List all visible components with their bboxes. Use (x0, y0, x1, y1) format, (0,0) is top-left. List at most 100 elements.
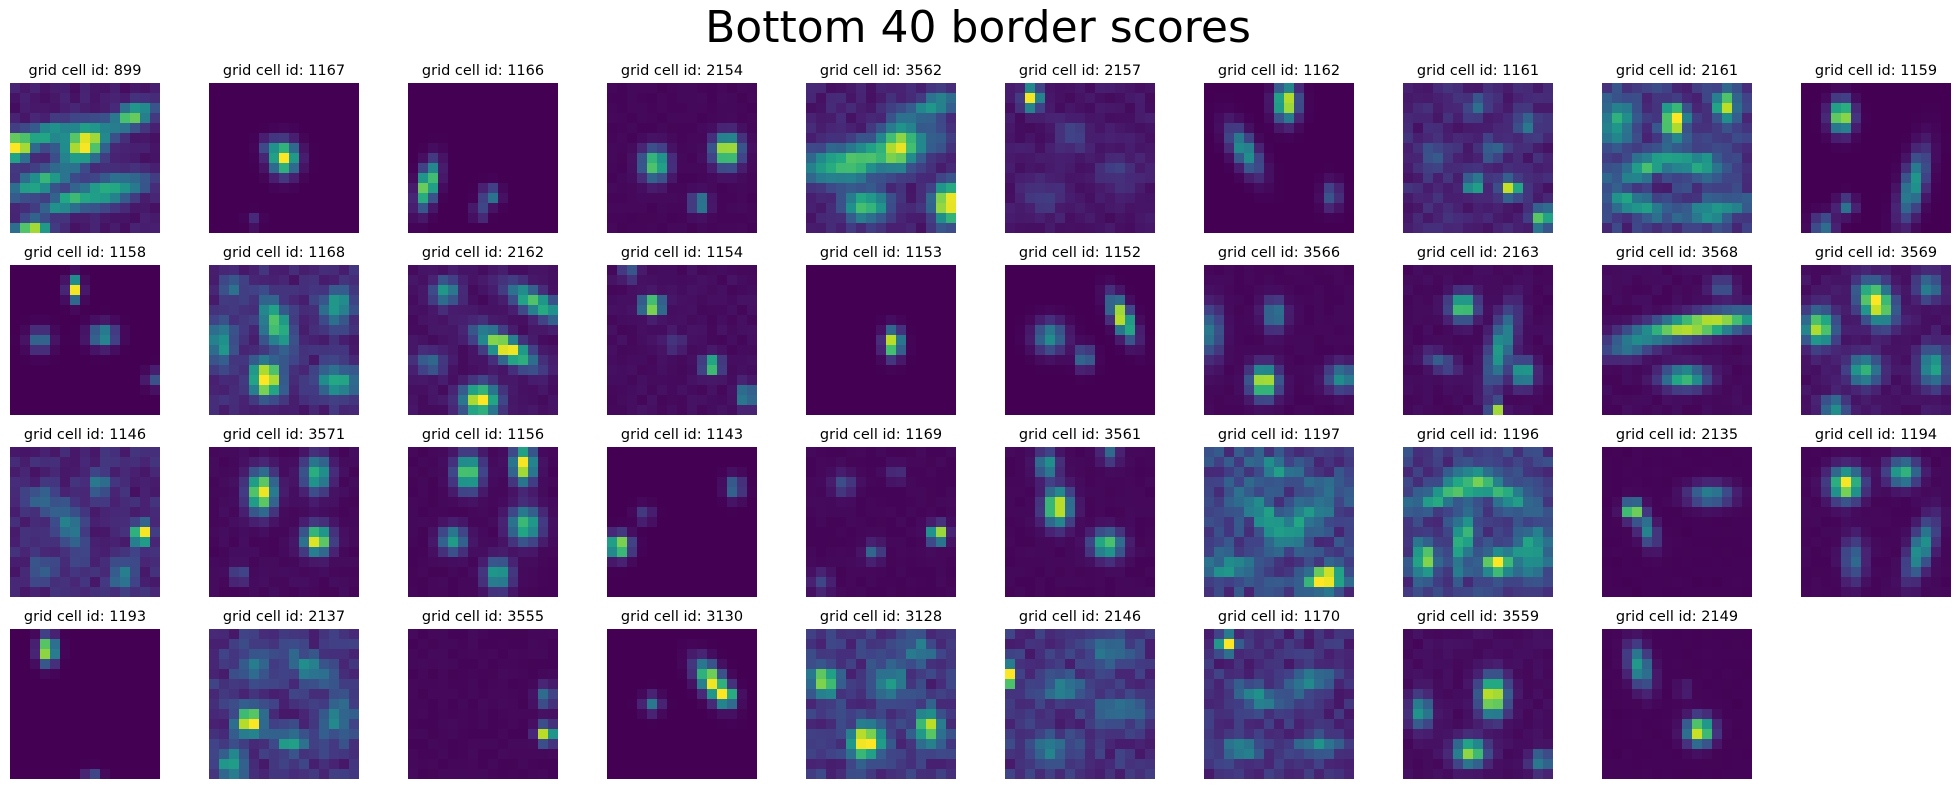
heatmap-cell (120, 477, 131, 488)
heatmap-cell (926, 133, 937, 144)
heatmap-cell (40, 557, 51, 568)
heatmap-cell (518, 345, 529, 356)
heatmap-cell (1503, 213, 1514, 224)
heatmap-cell (1712, 325, 1723, 336)
heatmap-cell (1334, 295, 1345, 306)
heatmap-cell (309, 335, 320, 346)
heatmap-cell (1463, 345, 1474, 356)
heatmap-panel: grid cell id: 3566 (1204, 245, 1354, 415)
heatmap-cell (846, 275, 857, 286)
heatmap-cell (687, 305, 698, 316)
heatmap-cell (1234, 385, 1245, 396)
heatmap-cell (617, 183, 628, 194)
heatmap-cell (279, 183, 290, 194)
heatmap-cell (468, 395, 479, 406)
heatmap-cell (289, 507, 300, 518)
heatmap-cell (1851, 163, 1862, 174)
heatmap-cell (1055, 295, 1066, 306)
heatmap-cell (408, 103, 419, 114)
heatmap-cell (1612, 223, 1623, 233)
heatmap-cell (737, 365, 748, 376)
heatmap-cell (647, 173, 658, 184)
heatmap-cell (1254, 93, 1265, 104)
heatmap-cell (518, 365, 529, 376)
heatmap-cell (20, 587, 31, 597)
heatmap-cell (90, 375, 101, 386)
heatmap-cell (697, 295, 708, 306)
heatmap-cell (30, 577, 41, 588)
heatmap-cell (120, 467, 131, 478)
heatmap-cell (806, 123, 817, 134)
heatmap-cell (1403, 395, 1414, 406)
heatmap-cell (836, 335, 847, 346)
heatmap-cell (259, 315, 270, 326)
heatmap-cell (1065, 355, 1076, 366)
heatmap-cell (737, 335, 748, 346)
heatmap-cell (1105, 173, 1116, 184)
heatmap-cell (1533, 93, 1544, 104)
heatmap-cell (1055, 365, 1066, 376)
heatmap-cell (438, 365, 449, 376)
heatmap-cell (498, 265, 509, 276)
heatmap-cell (637, 223, 648, 233)
heatmap-cell (418, 133, 429, 144)
heatmap-cell (319, 183, 330, 194)
heatmap-cell (100, 567, 111, 578)
heatmap-cell (279, 365, 290, 376)
heatmap-cell (1662, 103, 1673, 114)
heatmap-cell (1443, 315, 1454, 326)
heatmap-cell (279, 497, 290, 508)
heatmap-cell (120, 275, 131, 286)
heatmap-cell (120, 547, 131, 558)
heatmap-cell (1493, 173, 1504, 184)
heatmap-cell (1234, 345, 1245, 356)
heatmap-cell (1722, 173, 1733, 184)
heatmap-cell (518, 123, 529, 134)
heatmap-cell (1264, 395, 1275, 406)
heatmap-cell (150, 213, 160, 224)
heatmap-cell (926, 335, 937, 346)
heatmap-cell (130, 395, 141, 406)
heatmap-cell (140, 587, 151, 597)
heatmap-panel: grid cell id: 1146 (10, 427, 160, 597)
heatmap-cell (1463, 285, 1474, 296)
heatmap-cell (1145, 385, 1155, 396)
heatmap-cell (1334, 93, 1345, 104)
heatmap-cell (1324, 183, 1335, 194)
heatmap-cell (1145, 405, 1155, 415)
heatmap-cell (60, 345, 71, 356)
heatmap-cell (448, 345, 459, 356)
heatmap-cell (607, 305, 618, 316)
heatmap-cell (1841, 375, 1852, 386)
heatmap-cell (1632, 375, 1643, 386)
heatmap-cell (40, 507, 51, 518)
heatmap-cell (1503, 83, 1514, 94)
heatmap-cell (1453, 153, 1464, 164)
heatmap-cell (816, 345, 827, 356)
heatmap-cell (209, 567, 220, 578)
heatmap-cell (50, 315, 61, 326)
heatmap-cell (10, 365, 21, 376)
heatmap-cell (518, 133, 529, 144)
heatmap-cell (1045, 203, 1056, 214)
heatmap-cell (1493, 223, 1504, 233)
heatmap-cell (100, 487, 111, 498)
heatmap-cell (1941, 183, 1951, 194)
heatmap-cell (1931, 395, 1942, 406)
heatmap-cell (349, 355, 359, 366)
heatmap-cell (488, 395, 499, 406)
heatmap-cell (1831, 295, 1842, 306)
heatmap-cell (518, 405, 529, 415)
heatmap-cell (1294, 123, 1305, 134)
heatmap-cell (826, 265, 837, 276)
heatmap-cell (1403, 305, 1414, 316)
heatmap-cell (1413, 163, 1424, 174)
heatmap-cell (508, 395, 519, 406)
heatmap-cell (707, 103, 718, 114)
heatmap-cell (209, 113, 220, 124)
heatmap-cell (548, 133, 558, 144)
heatmap-cell (1801, 173, 1812, 184)
heatmap-cell (289, 305, 300, 316)
heatmap-cell (219, 295, 230, 306)
heatmap-cell (1921, 193, 1932, 204)
